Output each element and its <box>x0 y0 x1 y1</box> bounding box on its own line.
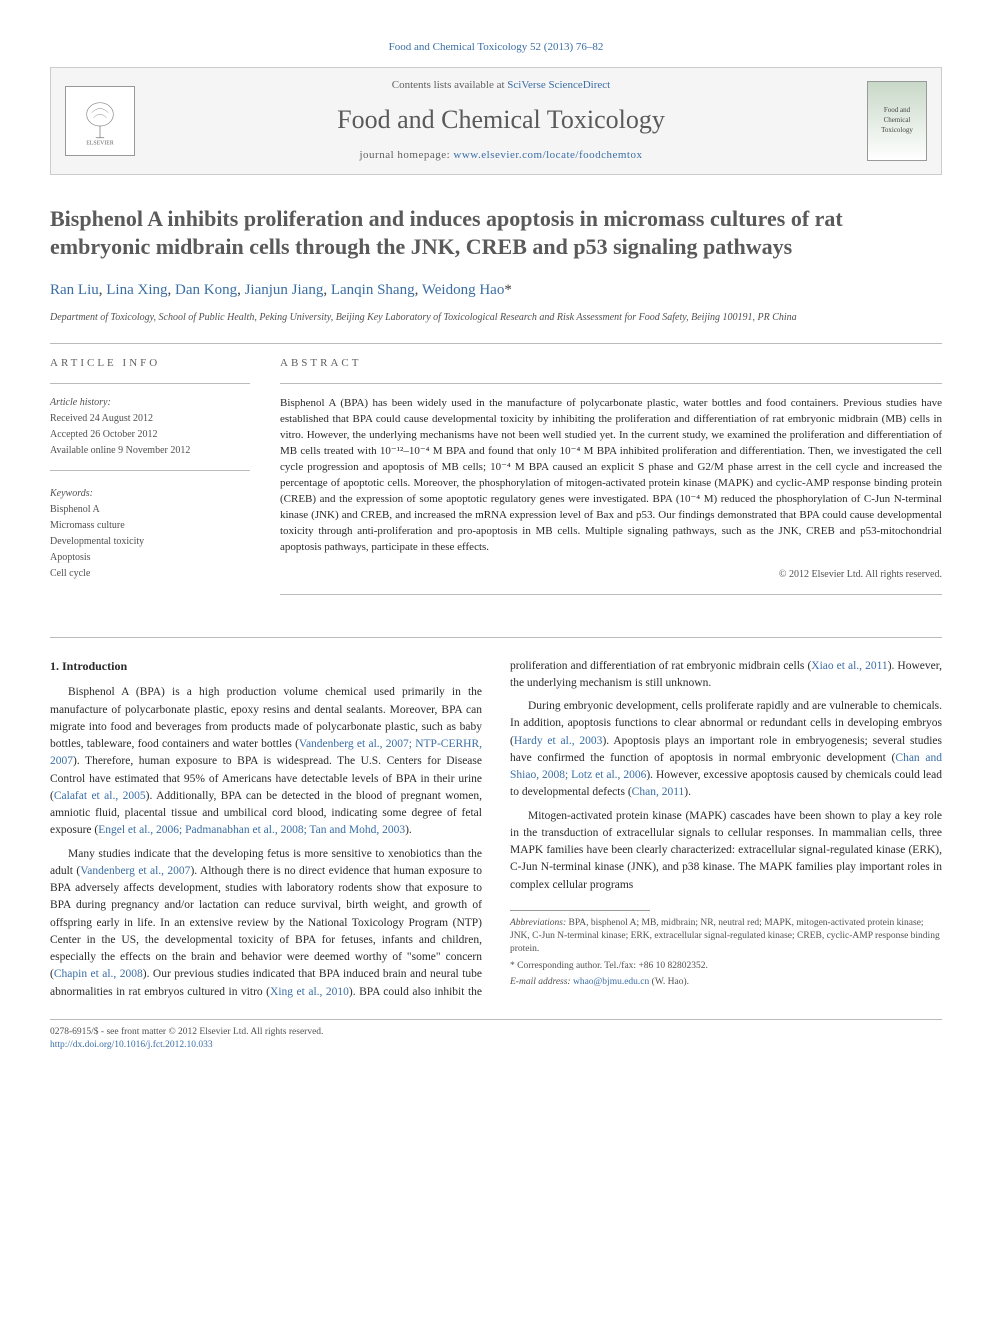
citation-link[interactable]: Vandenberg et al., 2007 <box>80 865 190 877</box>
header-citation: Food and Chemical Toxicology 52 (2013) 7… <box>50 40 942 55</box>
citation-link[interactable]: Xing et al., 2010 <box>270 986 349 998</box>
divider <box>280 594 942 595</box>
abstract-copyright: © 2012 Elsevier Ltd. All rights reserved… <box>280 568 942 582</box>
keywords-label: Keywords: <box>50 487 250 501</box>
homepage-link[interactable]: www.elsevier.com/locate/foodchemtox <box>453 149 642 161</box>
divider <box>280 383 942 384</box>
footnote-label: Abbreviations: <box>510 918 566 928</box>
author-link[interactable]: Jianjun Jiang <box>245 282 324 298</box>
footnote-corresponding: * Corresponding author. Tel./fax: +86 10… <box>510 960 942 973</box>
footer-doi: http://dx.doi.org/10.1016/j.fct.2012.10.… <box>50 1039 942 1052</box>
keywords-block: Keywords: Bisphenol A Micromass culture … <box>50 487 250 581</box>
body-text: ). <box>684 786 691 798</box>
doi-link[interactable]: http://dx.doi.org/10.1016/j.fct.2012.10.… <box>50 1040 213 1050</box>
keyword: Cell cycle <box>50 567 250 581</box>
body-paragraph: Bisphenol A (BPA) is a high production v… <box>50 684 482 839</box>
section-heading: 1. Introduction <box>50 658 482 675</box>
footer-divider <box>50 1019 942 1020</box>
publisher-logo: ELSEVIER <box>65 86 135 156</box>
citation-link[interactable]: Hardy et al., 2003 <box>514 735 603 747</box>
author-link[interactable]: Dan Kong <box>175 282 237 298</box>
footnote-text: BPA, bisphenol A; MB, midbrain; NR, neut… <box>510 918 940 955</box>
abstract-head: ABSTRACT <box>280 356 942 371</box>
citation-link[interactable]: Calafat et al., 2005 <box>54 790 146 802</box>
homepage-prefix: journal homepage: <box>360 149 454 161</box>
citation-link[interactable]: Engel et al., 2006; Padmanabhan et al., … <box>98 824 405 836</box>
elsevier-tree-icon: ELSEVIER <box>75 96 125 146</box>
author-link[interactable]: Lina Xing <box>106 282 167 298</box>
banner-center: Contents lists available at SciVerse Sci… <box>135 78 867 163</box>
email-link[interactable]: whao@bjmu.edu.cn <box>573 977 649 987</box>
affiliation: Department of Toxicology, School of Publ… <box>50 311 942 325</box>
keyword: Developmental toxicity <box>50 535 250 549</box>
author-link[interactable]: Lanqin Shang <box>331 282 415 298</box>
header-citation-link[interactable]: Food and Chemical Toxicology 52 (2013) 7… <box>389 41 604 53</box>
article-title: Bisphenol A inhibits proliferation and i… <box>50 205 942 262</box>
journal-name: Food and Chemical Toxicology <box>135 102 867 138</box>
body-text: ). <box>405 824 412 836</box>
journal-banner: ELSEVIER Contents lists available at Sci… <box>50 67 942 174</box>
divider <box>50 637 942 638</box>
keyword: Micromass culture <box>50 519 250 533</box>
divider <box>50 343 942 344</box>
footnote-abbreviations: Abbreviations: BPA, bisphenol A; MB, mid… <box>510 917 942 957</box>
body-paragraph: Mitogen-activated protein kinase (MAPK) … <box>510 808 942 894</box>
contents-prefix: Contents lists available at <box>392 79 507 91</box>
info-abstract-row: ARTICLE INFO Article history: Received 2… <box>50 356 942 607</box>
keyword: Apoptosis <box>50 551 250 565</box>
divider <box>50 383 250 384</box>
article-info: ARTICLE INFO Article history: Received 2… <box>50 356 250 607</box>
journal-cover-thumb: Food and Chemical Toxicology <box>867 81 927 161</box>
abstract-text: Bisphenol A (BPA) has been widely used i… <box>280 396 942 555</box>
sciencedirect-link[interactable]: SciVerse ScienceDirect <box>507 79 610 91</box>
author-link[interactable]: Weidong Hao <box>422 282 505 298</box>
history-accepted: Accepted 26 October 2012 <box>50 428 250 442</box>
keyword: Bisphenol A <box>50 503 250 517</box>
body-text: Mitogen-activated protein kinase (MAPK) … <box>510 810 942 891</box>
footnote-label: E-mail address: <box>510 977 571 987</box>
citation-link[interactable]: Chan, 2011 <box>632 786 685 798</box>
citation-link[interactable]: Chapin et al., 2008 <box>54 968 143 980</box>
footer-copyright: 0278-6915/$ - see front matter © 2012 El… <box>50 1026 942 1039</box>
footnote-text: (W. Hao). <box>649 977 689 987</box>
history-label: Article history: <box>50 396 250 410</box>
footnote-divider <box>510 910 650 911</box>
article-info-head: ARTICLE INFO <box>50 356 250 371</box>
author-link[interactable]: Ran Liu <box>50 282 99 298</box>
citation-link[interactable]: Xiao et al., 2011 <box>811 660 887 672</box>
homepage-line: journal homepage: www.elsevier.com/locat… <box>135 148 867 163</box>
abstract-column: ABSTRACT Bisphenol A (BPA) has been wide… <box>280 356 942 607</box>
author-list: Ran Liu, Lina Xing, Dan Kong, Jianjun Ji… <box>50 280 942 301</box>
svg-text:ELSEVIER: ELSEVIER <box>86 140 114 146</box>
contents-line: Contents lists available at SciVerse Sci… <box>135 78 867 93</box>
history-received: Received 24 August 2012 <box>50 412 250 426</box>
corresponding-marker: * <box>504 282 512 298</box>
history-online: Available online 9 November 2012 <box>50 444 250 458</box>
body-paragraph: During embryonic development, cells prol… <box>510 698 942 802</box>
footnote-email: E-mail address: whao@bjmu.edu.cn (W. Hao… <box>510 976 942 989</box>
body-columns: 1. Introduction Bisphenol A (BPA) is a h… <box>50 658 942 1001</box>
divider <box>50 470 250 471</box>
